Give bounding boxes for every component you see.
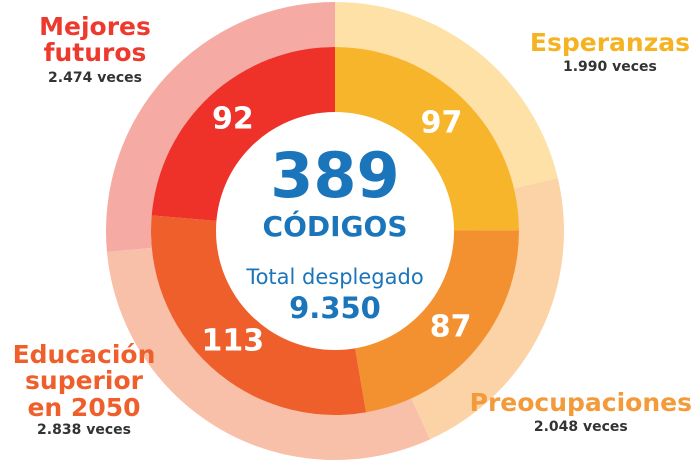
label-block: Educación superior en 2050 2.838 veces [4, 340, 164, 438]
category-label: Esperanzas [529, 28, 690, 57]
outer-segment [411, 178, 564, 440]
count-label: 2.838 veces [37, 421, 131, 438]
count-label: 1.990 veces [562, 59, 657, 76]
value-label: 113 [202, 324, 265, 359]
inner-segment [151, 47, 335, 222]
inner-segment [335, 47, 519, 231]
inner-segment [151, 215, 367, 415]
total-codes: 389 [270, 139, 399, 212]
value-label: 97 [421, 106, 463, 141]
outer-segment [106, 247, 431, 461]
category-label: Preocupaciones [469, 388, 692, 417]
count-label: 2.048 veces [533, 419, 628, 436]
category-label: Educación superior en 2050 [12, 340, 156, 422]
value-label: 87 [430, 310, 472, 345]
category-label: Mejores futuros [39, 12, 151, 68]
label-block: Mejores futuros 2.474 veces [10, 12, 180, 86]
total-label: Total desplegado [245, 265, 423, 289]
label-block: Preocupaciones 2.048 veces [469, 388, 692, 436]
inner-segment [354, 230, 519, 413]
center-hole [216, 112, 454, 350]
codes-label: CÓDIGOS [263, 209, 408, 243]
count-label: 2.474 veces [48, 69, 142, 86]
label-block: Esperanzas 1.990 veces [529, 28, 690, 76]
value-label: 92 [212, 101, 254, 136]
total-count: 9.350 [289, 291, 381, 325]
outer-segment [105, 2, 336, 252]
outer-segment [335, 2, 558, 189]
